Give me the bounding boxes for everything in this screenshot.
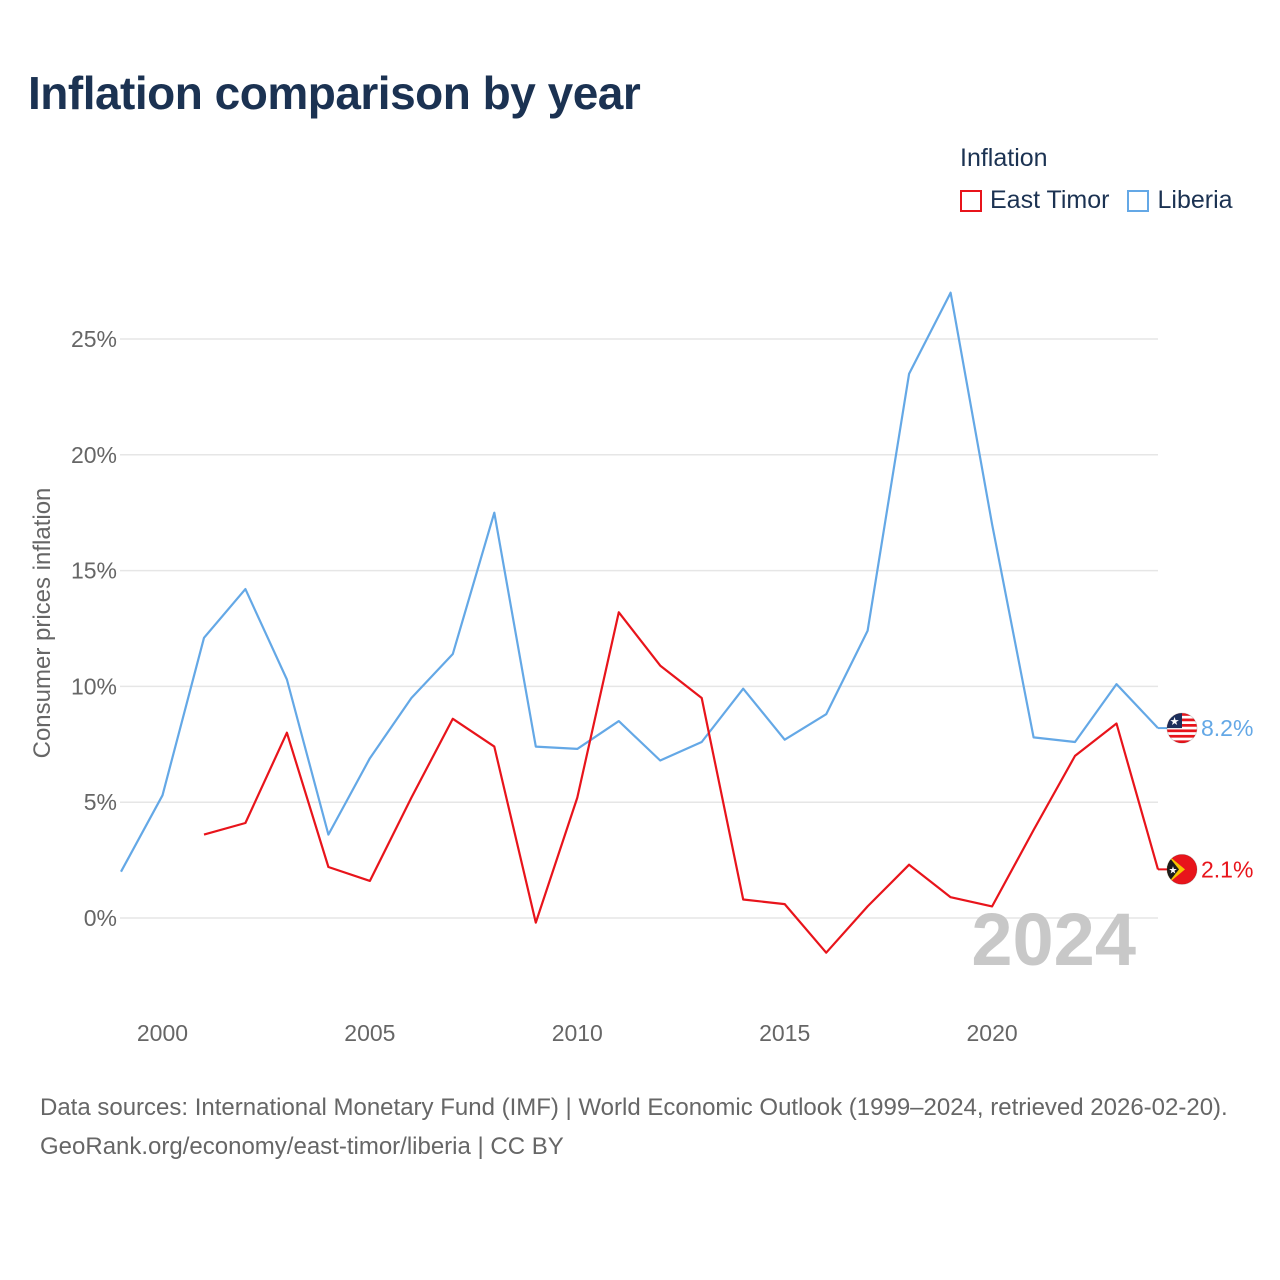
legend: East Timor Liberia bbox=[960, 186, 1233, 215]
x-tick-label: 2005 bbox=[344, 1020, 395, 1046]
legend-label-east-timor: East Timor bbox=[990, 186, 1110, 214]
series-line-liberia bbox=[120, 291, 1159, 873]
legend-title: Inflation bbox=[960, 144, 1048, 172]
svg-text:★: ★ bbox=[1169, 865, 1178, 876]
x-tick-label: 2010 bbox=[552, 1020, 603, 1046]
svg-text:★: ★ bbox=[1170, 716, 1180, 728]
east-timor-flag-icon: ★ bbox=[1166, 853, 1198, 885]
x-axis: 2000 2005 2010 2015 2020 bbox=[137, 1020, 1018, 1046]
y-tick-label: 5% bbox=[84, 789, 117, 815]
legend-swatch-liberia bbox=[1127, 189, 1150, 212]
chart-title: Inflation comparison by year bbox=[28, 67, 641, 119]
y-axis: 0% 5% 10% 15% 20% 25% bbox=[71, 326, 117, 931]
y-axis-label: Consumer prices inflation bbox=[29, 488, 56, 759]
legend-swatch-east-timor bbox=[960, 189, 982, 212]
y-tick-label: 10% bbox=[71, 673, 117, 699]
y-tick-label: 25% bbox=[71, 326, 117, 352]
source-link[interactable]: GeoRank.org/economy/east-timor/liberia |… bbox=[40, 1133, 564, 1160]
y-tick-label: 20% bbox=[71, 442, 117, 468]
y-tick-label: 15% bbox=[71, 558, 117, 584]
legend-label-liberia: Liberia bbox=[1157, 186, 1233, 214]
footer: Data sources: International Monetary Fun… bbox=[40, 1088, 1250, 1166]
y-tick-label: 0% bbox=[84, 905, 117, 931]
x-tick-label: 2020 bbox=[966, 1020, 1017, 1046]
grid bbox=[120, 338, 1158, 919]
end-label-east-timor: 2.1% bbox=[1201, 856, 1253, 882]
series-lines bbox=[120, 291, 1160, 954]
legend-item-east-timor[interactable]: East Timor bbox=[960, 186, 1109, 215]
x-tick-label: 2015 bbox=[759, 1020, 810, 1046]
legend-item-liberia[interactable]: Liberia bbox=[1127, 186, 1233, 215]
end-markers: ★ 2.1% ★ 8.2% bbox=[1158, 712, 1253, 885]
x-tick-label: 2000 bbox=[137, 1020, 188, 1046]
end-label-liberia: 8.2% bbox=[1201, 715, 1253, 741]
series-line-east-timor bbox=[203, 611, 1160, 954]
liberia-flag-icon: ★ bbox=[1166, 712, 1198, 744]
data-sources: Data sources: International Monetary Fun… bbox=[40, 1094, 1228, 1121]
year-watermark: 2024 bbox=[971, 898, 1136, 981]
